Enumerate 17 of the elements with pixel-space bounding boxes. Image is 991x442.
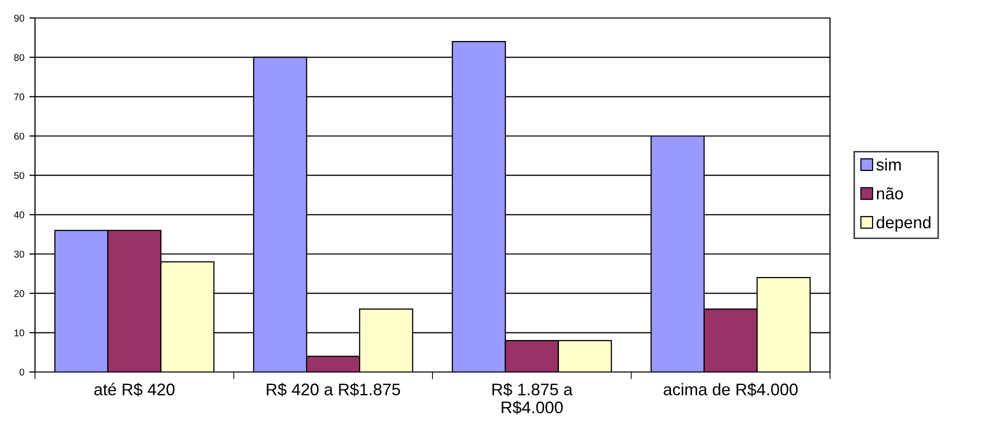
y-tick-label: 10 [14, 329, 24, 336]
legend-label: sim [876, 158, 901, 171]
y-tick-label: 30 [14, 250, 24, 258]
y-tick-label: 20 [14, 290, 24, 297]
x-tick-label: R$ 1.875 a R$4.000 [492, 382, 573, 414]
y-tick-label: 60 [14, 132, 24, 140]
y-tick-label: 0 [20, 368, 24, 376]
y-tick-label: 70 [14, 93, 24, 100]
x-tick-label: até R$ 420 [94, 382, 174, 396]
legend-label: depend [876, 216, 930, 232]
y-tick-label: 50 [14, 172, 24, 179]
y-tick-label: 40 [14, 211, 24, 218]
x-tick-label: R$ 420 a R$1.875 [266, 382, 400, 396]
y-tick-label: 80 [14, 54, 24, 61]
x-tick-label: acima de R$4.000 [664, 382, 798, 396]
y-tick-label: 90 [14, 14, 24, 22]
legend-label: não [877, 187, 904, 200]
